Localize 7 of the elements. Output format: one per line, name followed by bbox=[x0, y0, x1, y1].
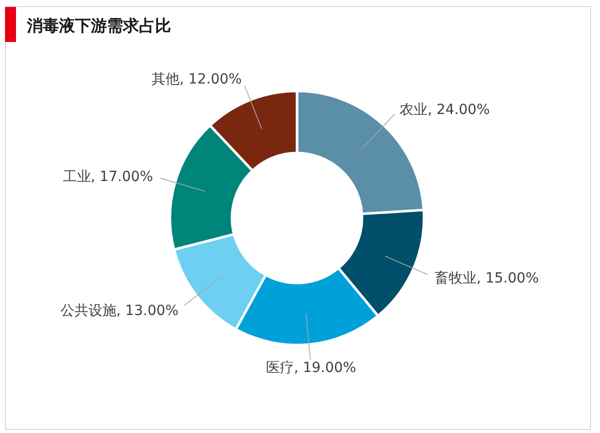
slice-label: 畜牧业, 15.00% bbox=[434, 270, 539, 287]
slice-label: 其他, 12.00% bbox=[152, 72, 242, 88]
chart-title: 消毒液下游需求占比 bbox=[26, 16, 171, 35]
slice-label: 公共设施, 13.00% bbox=[60, 302, 179, 319]
slice-label: 农业, 24.00% bbox=[400, 102, 490, 118]
slice-label: 工业, 17.00% bbox=[62, 169, 154, 186]
slice-label: 医疗, 19.00% bbox=[266, 360, 356, 376]
